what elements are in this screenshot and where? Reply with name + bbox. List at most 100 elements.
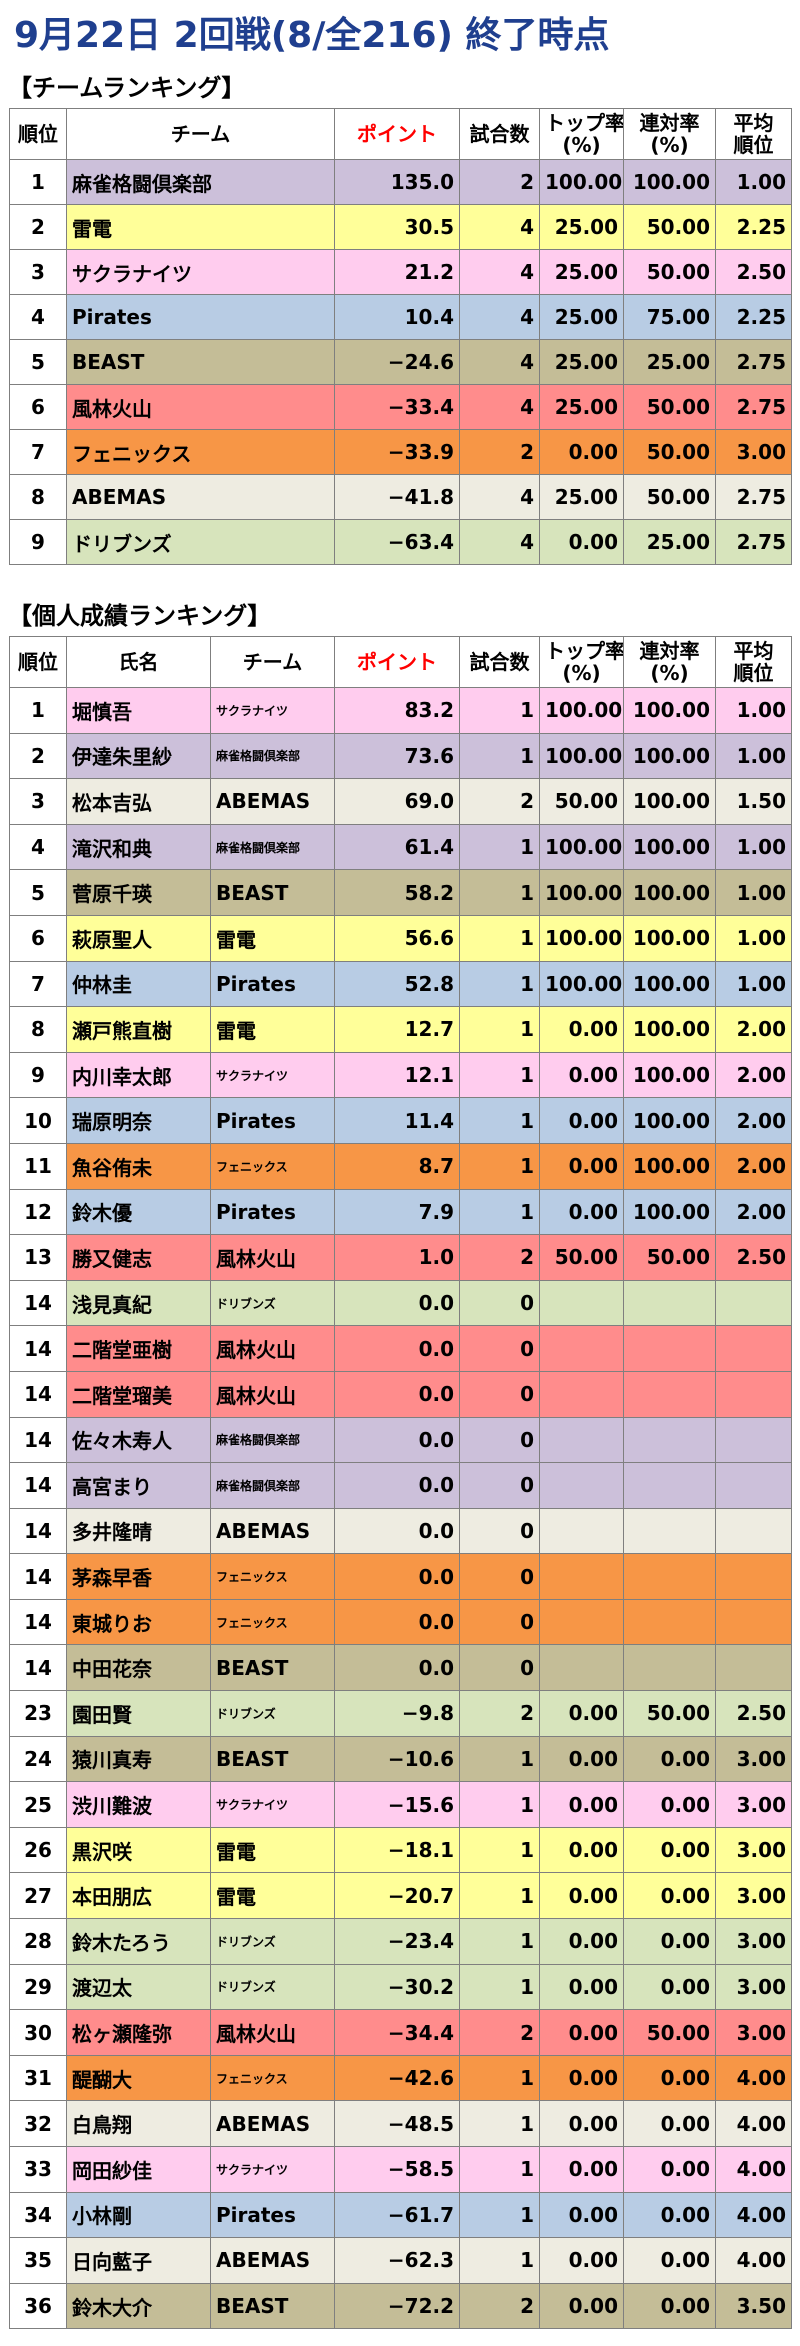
player-games: 1 bbox=[459, 2054, 540, 2102]
header-rentai-rate: 連対率 (%) bbox=[623, 636, 716, 688]
player-avg-rank: 2.00 bbox=[715, 1051, 792, 1099]
player-team: BEAST bbox=[210, 2282, 335, 2330]
player-top-rate: 0.00 bbox=[539, 1142, 624, 1190]
player-rentai-rate: 0.00 bbox=[623, 2282, 716, 2330]
player-games: 0 bbox=[459, 1370, 540, 1418]
player-points: −15.6 bbox=[334, 1781, 460, 1828]
team-row: 1 麻雀格闘倶楽部 135.0 2 100.00 100.00 1.00 bbox=[9, 159, 792, 205]
player-rentai-rate: 0.00 bbox=[623, 1735, 716, 1783]
player-rentai-rate: 50.00 bbox=[623, 1234, 716, 1281]
player-top-rate bbox=[539, 1462, 624, 1509]
team-avg-rank: 2.75 bbox=[715, 384, 792, 430]
player-row: 5 菅原千瑛 BEAST 58.2 1 100.00 100.00 1.00 bbox=[9, 869, 792, 916]
player-top-rate: 0.00 bbox=[539, 1006, 624, 1053]
player-team: BEAST bbox=[210, 1644, 335, 1692]
player-rank: 14 bbox=[9, 1462, 67, 1509]
player-games: 1 bbox=[459, 1872, 540, 1920]
player-team: BEAST bbox=[210, 869, 335, 916]
player-team: Pirates bbox=[210, 1188, 335, 1236]
player-avg-rank: 1.00 bbox=[715, 687, 792, 734]
player-row: 14 高宮まり 麻雀格闘倶楽部 0.0 0 bbox=[9, 1462, 792, 1509]
header-top-rate: トップ率 (%) bbox=[539, 636, 624, 688]
player-top-rate: 0.00 bbox=[539, 2100, 624, 2147]
team-games: 4 bbox=[459, 249, 540, 295]
team-rentai-rate: 75.00 bbox=[623, 294, 716, 340]
player-rank: 9 bbox=[9, 1051, 67, 1099]
player-games: 1 bbox=[459, 1826, 540, 1874]
player-avg-rank: 1.00 bbox=[715, 960, 792, 1008]
player-points: 7.9 bbox=[334, 1188, 460, 1236]
player-games: 1 bbox=[459, 2146, 540, 2193]
player-avg-rank bbox=[715, 1370, 792, 1418]
player-top-rate: 0.00 bbox=[539, 1826, 624, 1874]
player-row: 26 黒沢咲 雷電 −18.1 1 0.00 0.00 3.00 bbox=[9, 1826, 792, 1874]
player-rentai-rate: 100.00 bbox=[623, 1051, 716, 1099]
player-name: 瀬戸熊直樹 bbox=[66, 1006, 211, 1053]
player-row: 11 魚谷侑未 フェニックス 8.7 1 0.00 100.00 2.00 bbox=[9, 1142, 792, 1190]
player-games: 1 bbox=[459, 869, 540, 916]
player-points: 69.0 bbox=[334, 778, 460, 825]
player-games: 1 bbox=[459, 960, 540, 1008]
player-rentai-rate: 0.00 bbox=[623, 1872, 716, 1920]
player-rentai-rate: 0.00 bbox=[623, 2054, 716, 2102]
player-rank: 33 bbox=[9, 2146, 67, 2193]
player-top-rate: 100.00 bbox=[539, 869, 624, 916]
team-games: 4 bbox=[459, 339, 540, 385]
player-rentai-rate bbox=[623, 1416, 716, 1464]
team-ranking-table: 順位 チーム ポイント 試合数 トップ率 (%) 連対率 (%) 平均 順位 1 麻雀… bbox=[9, 108, 792, 565]
player-row: 1 堀慎吾 サクラナイツ 83.2 1 100.00 100.00 1.00 bbox=[9, 687, 792, 734]
player-team: ABEMAS bbox=[210, 2237, 335, 2284]
team-avg-rank: 1.00 bbox=[715, 159, 792, 205]
team-points: 21.2 bbox=[334, 249, 460, 295]
header-games: 試合数 bbox=[459, 108, 540, 160]
player-rentai-rate bbox=[623, 1507, 716, 1555]
player-rank: 2 bbox=[9, 732, 67, 780]
player-rentai-rate bbox=[623, 1370, 716, 1418]
player-name: 茅森早香 bbox=[66, 1553, 211, 1600]
player-rentai-rate: 0.00 bbox=[623, 2191, 716, 2239]
team-row: 9 ドリブンズ −63.4 4 0.00 25.00 2.75 bbox=[9, 519, 792, 565]
player-rentai-rate bbox=[623, 1644, 716, 1692]
player-avg-rank: 2.00 bbox=[715, 1142, 792, 1190]
team-top-rate: 25.00 bbox=[539, 474, 624, 520]
player-top-rate bbox=[539, 1507, 624, 1555]
header-team: チーム bbox=[66, 108, 335, 160]
team-avg-rank: 2.25 bbox=[715, 294, 792, 340]
player-games: 0 bbox=[459, 1325, 540, 1372]
player-avg-rank: 2.50 bbox=[715, 1690, 792, 1737]
player-games: 1 bbox=[459, 1781, 540, 1828]
team-row: 3 サクラナイツ 21.2 4 25.00 50.00 2.50 bbox=[9, 249, 792, 295]
player-rank: 14 bbox=[9, 1507, 67, 1555]
player-team: サクラナイツ bbox=[210, 1781, 335, 1828]
team-top-rate: 0.00 bbox=[539, 519, 624, 565]
header-points: ポイント bbox=[334, 108, 460, 160]
individual-ranking-heading: 【個人成績ランキング】 bbox=[8, 602, 272, 630]
player-top-rate bbox=[539, 1416, 624, 1464]
player-top-rate: 100.00 bbox=[539, 823, 624, 871]
header-name: 氏名 bbox=[66, 636, 211, 688]
player-rentai-rate bbox=[623, 1598, 716, 1646]
player-rank: 28 bbox=[9, 1918, 67, 1965]
player-row: 33 岡田紗佳 サクラナイツ −58.5 1 0.00 0.00 4.00 bbox=[9, 2146, 792, 2193]
player-top-rate bbox=[539, 1598, 624, 1646]
header-points: ポイント bbox=[334, 636, 460, 688]
player-name: 鈴木たろう bbox=[66, 1918, 211, 1965]
player-top-rate: 0.00 bbox=[539, 1963, 624, 2011]
player-row: 29 渡辺太 ドリブンズ −30.2 1 0.00 0.00 3.00 bbox=[9, 1963, 792, 2011]
player-avg-rank bbox=[715, 1644, 792, 1692]
player-points: 0.0 bbox=[334, 1325, 460, 1372]
player-top-rate: 50.00 bbox=[539, 778, 624, 825]
player-avg-rank: 3.00 bbox=[715, 1781, 792, 1828]
team-rank: 7 bbox=[9, 429, 67, 475]
player-points: −9.8 bbox=[334, 1690, 460, 1737]
player-team: サクラナイツ bbox=[210, 2146, 335, 2193]
player-rank: 24 bbox=[9, 1735, 67, 1783]
player-team: ドリブンズ bbox=[210, 1918, 335, 1965]
player-name: 猿川真寿 bbox=[66, 1735, 211, 1783]
team-games: 4 bbox=[459, 384, 540, 430]
player-avg-rank bbox=[715, 1325, 792, 1372]
player-row: 3 松本吉弘 ABEMAS 69.0 2 50.00 100.00 1.50 bbox=[9, 778, 792, 825]
team-top-rate: 0.00 bbox=[539, 429, 624, 475]
player-games: 1 bbox=[459, 823, 540, 871]
player-top-rate bbox=[539, 1325, 624, 1372]
